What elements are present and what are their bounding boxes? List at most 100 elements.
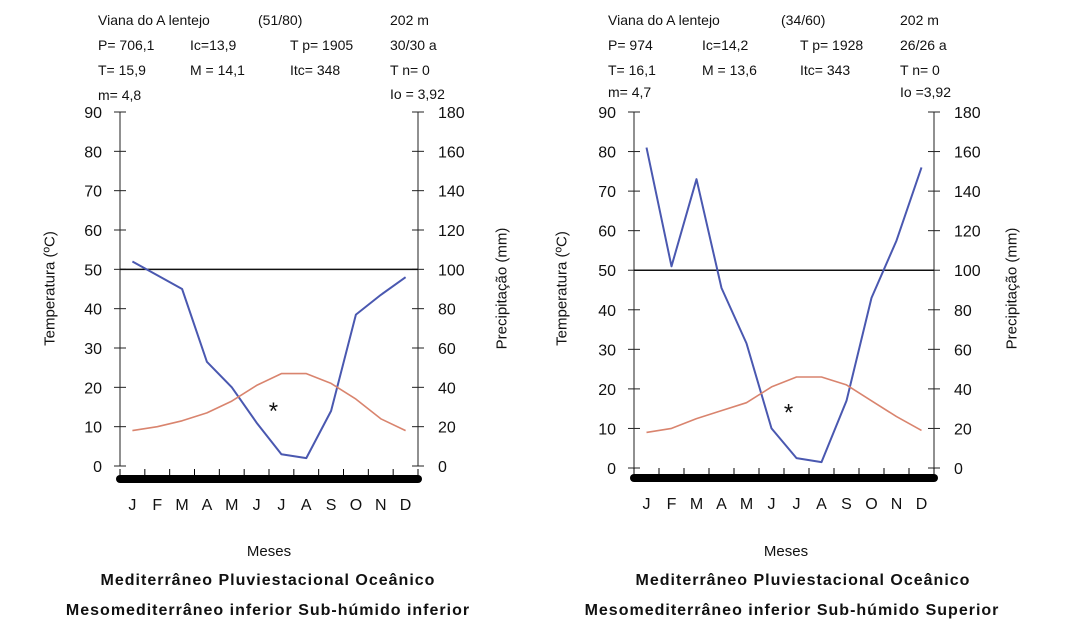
y-tick-label-right: 0 [438,459,447,476]
station-name: Viana do A lentejo [98,12,210,28]
stat-tp: T p= 1928 [800,37,864,53]
caption-bioclimate: Mediterrâneo Pluviestacional Oceânico [100,572,436,589]
x-tick-label: J [768,496,776,513]
stat-itc: Itc= 343 [800,62,851,78]
x-tick-label: A [202,497,213,514]
y-tick-label-left: 0 [607,461,616,478]
x-tick-label: A [816,496,827,513]
x-tick-label: J [277,497,285,514]
y-tick-label-right: 40 [438,380,456,397]
y-tick-label-right: 60 [438,341,456,358]
y-tick-label-right: 180 [954,105,981,122]
y-tick-label-left: 20 [598,382,616,399]
stat-years: 30/30 a [390,37,437,53]
precipitation-line [645,147,923,464]
x-tick-label: M [225,497,238,514]
y-tick-label-left: 40 [84,302,102,319]
climate-chart-panel-2: Viana do A lentejo (34/60) 202 m P= 974 … [536,0,1072,628]
y-axis-right-title: Precipitação (mm) [1003,227,1021,350]
y-tick-label-right: 80 [954,303,972,320]
y-tick-label-left: 70 [598,184,616,201]
y-tick-label-left: 70 [84,184,102,201]
stat-tn: T n= 0 [390,62,430,78]
y-tick-label-left: 60 [598,224,616,241]
y-axis-right-title: Precipitação (mm) [493,227,511,350]
y-tick-label-right: 80 [438,302,456,319]
y-tick-label-left: 90 [84,105,102,122]
y-tick-label-right: 120 [954,224,981,241]
y-tick-label-left: 90 [598,105,616,122]
y-tick-label-left: 80 [598,145,616,162]
x-tick-label: S [326,497,337,514]
x-tick-label: N [891,496,903,513]
y-tick-label-right: 40 [954,382,972,399]
x-tick-label: A [301,497,312,514]
y-tick-label-right: 160 [438,144,465,161]
y-axis-left-title: Temperatura (ºC) [553,231,571,346]
stat-itc: Itc= 348 [290,62,341,78]
stat-p: P= 974 [608,37,653,53]
precipitation-line [131,260,407,460]
caption-thermotype: Mesomediterrâneo inferior Sub-húmido inf… [65,602,471,619]
y-tick-label-right: 180 [438,105,465,122]
stat-years: 26/26 a [900,37,947,53]
temperature-line [646,376,922,434]
y-tick-label-right: 140 [438,184,465,201]
station-altitude: 202 m [900,12,939,28]
chart-canvas: 0 10 20 30 40 50 60 70 80 90 0 20 40 60 80 100 120 140 160… [598,105,981,513]
y-tick-label-left: 80 [84,144,102,161]
station-code: (51/80) [258,12,303,28]
chart-canvas: 0 10 20 30 40 50 60 70 80 90 0 20 40 60 80 100 120 140 160… [84,105,465,514]
dry-period-mark: * [269,398,278,425]
y-tick-label-right: 20 [438,420,456,437]
y-tick-label-right: 140 [954,184,981,201]
station-name: Viana do A lentejo [608,12,720,28]
y-tick-label-left: 10 [598,421,616,438]
x-tick-label: J [253,497,261,514]
x-tick-label: O [865,496,877,513]
y-tick-label-left: 20 [84,380,102,397]
x-tick-label: O [350,497,362,514]
y-tick-label-left: 0 [93,459,102,476]
stat-io: Io =3,92 [900,84,951,100]
y-tick-label-right: 120 [438,223,465,240]
x-tick-label: J [643,496,651,513]
y-tick-label-right: 160 [954,145,981,162]
y-tick-label-left: 10 [84,420,102,437]
y-tick-label-left: 60 [84,223,102,240]
x-tick-label: F [667,496,677,513]
caption-thermotype: Mesomediterrâneo inferior Sub-húmido Sup… [584,602,1000,619]
stat-m-lower: m= 4,8 [98,87,142,103]
x-tick-label: N [375,497,387,514]
y-tick-label-right: 60 [954,342,972,359]
stat-ic: Ic=14,2 [702,37,749,53]
y-tick-label-left: 40 [598,303,616,320]
stat-t: T= 16,1 [608,62,656,78]
y-tick-label-left: 30 [598,342,616,359]
x-tick-label: A [716,496,727,513]
x-tick-label: F [152,497,162,514]
stat-ic: Ic=13,9 [190,37,237,53]
y-tick-label-left: 50 [84,262,102,279]
x-tick-label: D [916,496,928,513]
y-axis-left-title: Temperatura (ºC) [41,231,59,346]
x-tick-label: D [400,497,412,514]
y-tick-label-right: 20 [954,421,972,438]
stat-m-lower: m= 4,7 [608,84,652,100]
x-tick-label: M [690,496,703,513]
x-tick-label: S [841,496,852,513]
station-code: (34/60) [781,12,826,28]
stat-t: T= 15,9 [98,62,146,78]
x-tick-label: M [740,496,753,513]
x-axis-title: Meses [246,543,292,560]
stat-m-upper: M = 14,1 [190,62,245,78]
y-tick-label-left: 50 [598,263,616,280]
stat-tp: T p= 1905 [290,37,354,53]
stat-p: P= 706,1 [98,37,155,53]
stat-io: Io = 3,92 [390,86,445,102]
y-tick-label-right: 0 [954,461,963,478]
y-tick-label-right: 100 [438,262,465,279]
climate-chart-panel-1: Viana do A lentejo (51/80) 202 m P= 706,… [41,12,511,619]
station-altitude: 202 m [390,12,429,28]
dry-period-mark: * [784,400,793,427]
